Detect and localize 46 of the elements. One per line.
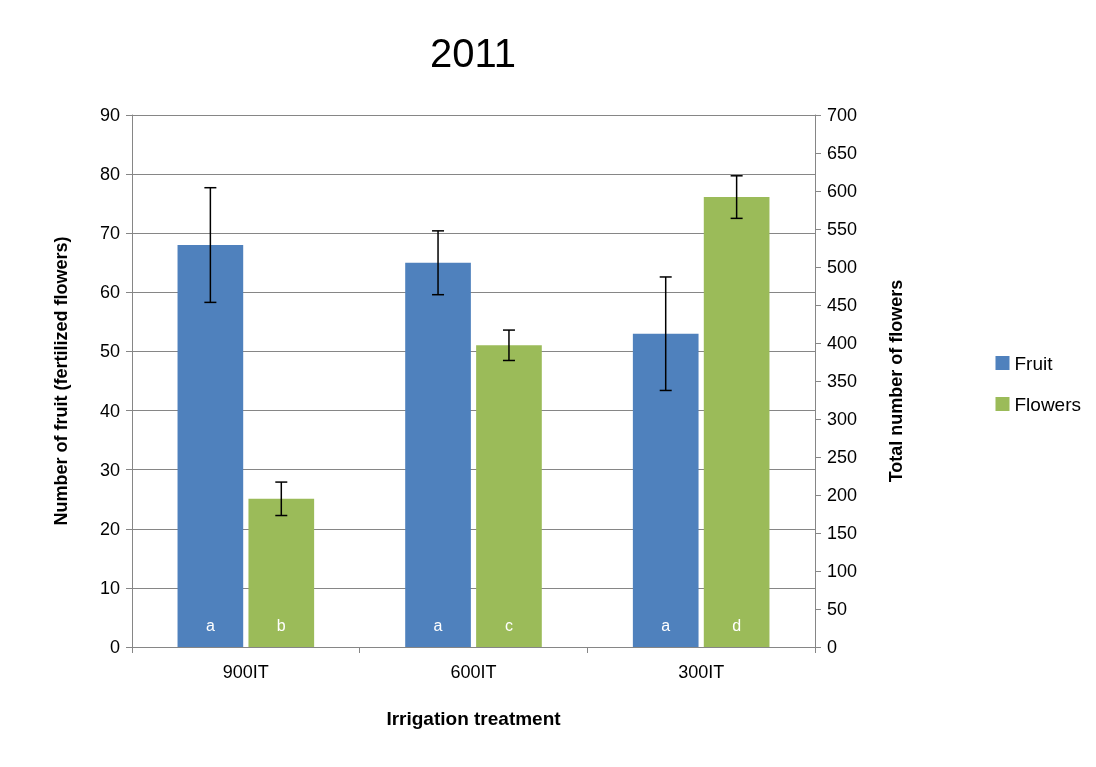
y2-tick-label: 0: [827, 637, 838, 657]
data-label: d: [732, 616, 742, 634]
bar: [703, 197, 770, 647]
y2-tick-label: 100: [827, 561, 858, 581]
bar: [476, 345, 542, 647]
data-label: a: [205, 616, 215, 634]
data-label: a: [433, 616, 443, 634]
chart-title: 2011: [429, 31, 517, 75]
x-tick-label: 600IT: [450, 662, 497, 682]
y2-tick-label: 250: [827, 447, 858, 467]
y-tick-label: 90: [99, 105, 120, 125]
y2-tick-label: 300: [827, 409, 858, 429]
y-axis-title: Number of fruit (fertilized flowers): [51, 236, 71, 526]
legend-label: Flowers: [1014, 393, 1082, 415]
y2-tick-label: 500: [827, 257, 858, 277]
y-tick-label: 0: [109, 637, 120, 657]
legend-label: Fruit: [1014, 352, 1054, 374]
y2-axis-title: Total number of flowers: [886, 279, 906, 483]
y2-tick-label: 400: [827, 333, 858, 353]
y-tick-label: 10: [99, 577, 120, 598]
y-tick-label: 30: [99, 459, 120, 480]
y2-tick-label: 450: [827, 295, 858, 315]
bar: [248, 498, 315, 647]
y-tick-label: 20: [99, 518, 120, 539]
y2-tick-label: 50: [827, 599, 848, 619]
data-label: b: [276, 616, 286, 634]
x-tick-label: 300IT: [678, 662, 725, 682]
y2-tick-label: 200: [827, 485, 858, 505]
y-tick-label: 70: [99, 223, 120, 244]
y2-tick-label: 150: [827, 523, 858, 543]
bar: [177, 245, 244, 647]
y2-tick-label: 650: [827, 143, 858, 163]
y2-tick-label: 550: [827, 219, 858, 239]
y-tick-label: 40: [99, 400, 120, 421]
y-tick-label: 80: [99, 164, 120, 185]
y-tick-label: 50: [99, 341, 120, 362]
y-tick-label: 60: [99, 282, 120, 303]
bar: [405, 262, 471, 647]
y2-tick-label: 350: [827, 371, 858, 391]
data-label: c: [504, 616, 513, 634]
x-tick-label: 900IT: [222, 662, 269, 682]
y2-tick-label: 600: [827, 181, 858, 201]
x-axis-title: Irrigation treatment: [386, 708, 562, 729]
y2-tick-label: 700: [827, 105, 858, 125]
bar: [632, 333, 699, 647]
data-label: a: [661, 616, 671, 634]
